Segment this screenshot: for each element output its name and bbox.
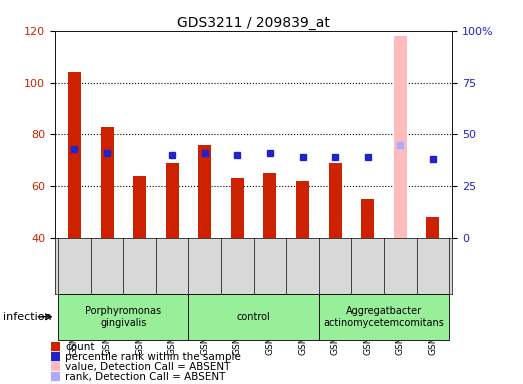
Bar xyxy=(188,294,319,340)
Bar xyxy=(133,176,146,238)
Text: count: count xyxy=(65,342,95,352)
Text: Aggregatbacter
actinomycetemcomitans: Aggregatbacter actinomycetemcomitans xyxy=(324,306,445,328)
Bar xyxy=(296,181,309,238)
Text: ■: ■ xyxy=(50,360,61,373)
Bar xyxy=(361,199,374,238)
Text: percentile rank within the sample: percentile rank within the sample xyxy=(65,352,241,362)
Text: ■: ■ xyxy=(50,370,61,383)
Text: control: control xyxy=(237,312,270,322)
Title: GDS3211 / 209839_at: GDS3211 / 209839_at xyxy=(177,16,330,30)
Bar xyxy=(264,173,277,238)
Text: rank, Detection Call = ABSENT: rank, Detection Call = ABSENT xyxy=(65,372,226,382)
Text: infection: infection xyxy=(3,312,51,322)
Text: ■: ■ xyxy=(50,340,61,353)
Text: value, Detection Call = ABSENT: value, Detection Call = ABSENT xyxy=(65,362,231,372)
Bar xyxy=(328,163,342,238)
Bar xyxy=(231,179,244,238)
Bar xyxy=(319,294,449,340)
Bar xyxy=(58,294,188,340)
Bar xyxy=(100,127,113,238)
Text: Porphyromonas
gingivalis: Porphyromonas gingivalis xyxy=(85,306,162,328)
Text: ■: ■ xyxy=(50,350,61,363)
Bar xyxy=(166,163,179,238)
Bar xyxy=(198,145,211,238)
Bar xyxy=(394,36,407,238)
Bar xyxy=(426,217,439,238)
Bar xyxy=(68,72,81,238)
